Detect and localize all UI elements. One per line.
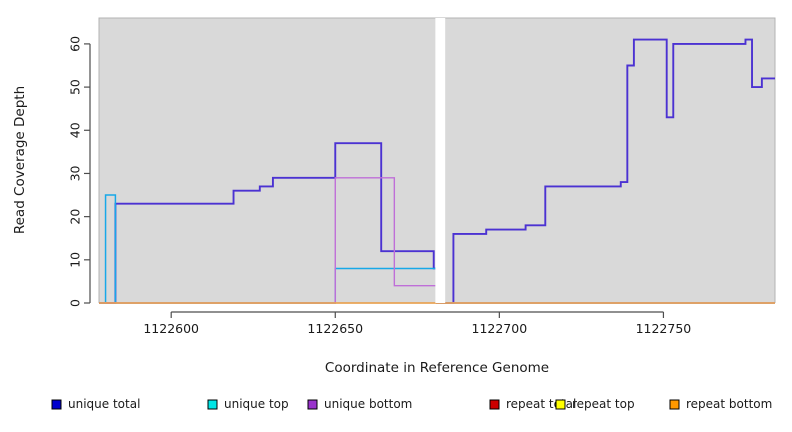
chart-legend: unique total unique top unique bottom repea… [51,397,772,411]
x-tick-label: 1122700 [472,321,528,336]
x-axis-title: Coordinate in Reference Genome [325,360,549,376]
legend-label-unique-bottom: unique bottom [324,397,412,411]
y-tick-label: 60 [68,36,83,52]
legend-swatch-unique-total [51,399,62,410]
legend-label-repeat-total: repeat total [506,397,576,411]
missing-data-gap [435,18,446,303]
legend-swatch-repeat-total [489,399,500,410]
series-line-unique-total [99,38,775,304]
axes-group: 0 10 20 30 40 50 60 1122600 1122650 1122700 112275… [68,36,692,336]
legend-swatch-unique-top [207,399,218,410]
legend-swatch-repeat-top [555,399,566,410]
y-axis-title: Read Coverage Depth [12,86,28,234]
legend-swatch-repeat-bottom [669,399,680,410]
legend-label-unique-top: unique top [224,397,289,411]
y-tick-label: 40 [68,122,83,138]
x-tick-label: 1122650 [307,321,363,336]
legend-label-repeat-bottom: repeat bottom [686,397,772,411]
data-gap-region [435,18,446,303]
legend-swatch-unique-bottom [307,399,318,410]
y-tick-label: 10 [68,252,83,268]
x-tick-label: 1122750 [636,321,692,336]
legend-label-repeat-top: repeat top [572,397,635,411]
y-tick-label: 0 [68,299,83,307]
y-tick-label: 50 [68,79,83,95]
x-tick-label: 1122600 [143,321,199,336]
y-tick-label: 30 [68,165,83,181]
y-tick-label: 20 [68,209,83,225]
legend-label-unique-total: unique total [68,397,140,411]
